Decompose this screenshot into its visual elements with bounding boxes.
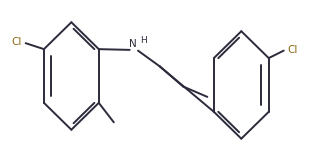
Text: N: N	[129, 39, 137, 49]
Text: Cl: Cl	[288, 45, 298, 55]
Text: H: H	[140, 36, 146, 45]
Text: Cl: Cl	[11, 37, 22, 47]
